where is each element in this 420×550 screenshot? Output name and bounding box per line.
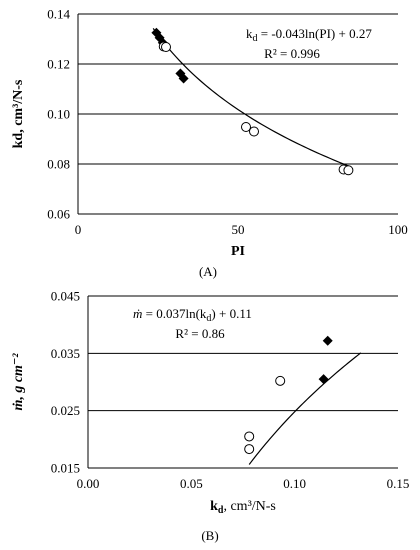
circle-marker <box>249 126 259 137</box>
trendline-a <box>152 28 351 168</box>
circle-marker <box>343 165 354 176</box>
data-points-b <box>244 335 333 455</box>
x-tick-label: 0.00 <box>77 476 100 491</box>
eq-a-rest: = -0.043ln(PI) + 0.27 <box>258 26 373 41</box>
y-tick-labels-b: 0.015 0.025 0.035 0.045 <box>51 289 80 476</box>
circle-marker <box>244 431 255 442</box>
eq-a-sub: d <box>253 33 258 44</box>
gridlines-b <box>88 295 398 412</box>
y-tick-label: 0.10 <box>47 107 70 122</box>
x-title-b-sub: d <box>218 505 224 516</box>
y-tick-label: 0.025 <box>51 403 80 418</box>
eq-b-rest: = 0.037ln(k <box>142 306 207 321</box>
trendline-b <box>248 352 362 465</box>
circle-marker <box>241 122 251 132</box>
svg-text:ṁ = 0.037ln(kd) + 0.11: ṁ = 0.037ln(kd) + 0.11 <box>133 306 252 324</box>
panel-label-b: (B) <box>201 528 218 543</box>
eq-b-sub: d <box>206 313 211 324</box>
y-tick-label: 0.035 <box>51 346 80 361</box>
y-tick-label: 0.045 <box>51 289 80 304</box>
circle-marker <box>161 42 171 52</box>
y-axis-title-b: ṁ, g cm⁻² <box>11 353 26 411</box>
eq-b-tail: ) + 0.11 <box>211 306 251 321</box>
eq-b-main: ṁ <box>133 306 142 321</box>
x-axis-title-b: kd, cm³/N-s <box>210 499 276 516</box>
r2-b: R² = 0.86 <box>175 326 225 341</box>
x-axis-title-a: PI <box>231 244 245 259</box>
y-tick-label: 0.14 <box>47 7 70 22</box>
r2-a: R² = 0.996 <box>264 46 320 61</box>
x-tick-label: 100 <box>388 222 408 237</box>
diamond-marker <box>318 374 329 385</box>
y-axis-title-a: kd, cm³/N-s <box>11 79 26 148</box>
x-tick-label: 50 <box>232 222 245 237</box>
eq-a-main: k <box>246 26 253 41</box>
panel-label-a: (A) <box>199 264 217 279</box>
x-tick-label: 0.05 <box>180 476 203 491</box>
x-title-b-main: k <box>210 499 218 514</box>
x-title-b-unit: , cm³/N-s <box>223 499 275 514</box>
chart-a: 0.06 0.08 0.10 0.12 0.14 0 50 100 PI kd, cm³/N… <box>11 7 408 280</box>
y-tick-label: 0.06 <box>47 207 70 222</box>
x-tick-labels-a: 0 50 100 <box>75 222 408 237</box>
y-tick-label: 0.08 <box>47 157 70 172</box>
x-tick-label: 0.15 <box>387 476 410 491</box>
diamond-marker <box>322 335 333 346</box>
y-tick-label: 0.015 <box>51 461 80 476</box>
x-tick-label: 0 <box>75 222 82 237</box>
svg-text:kd = -0.043ln(PI) + 0.27: kd = -0.043ln(PI) + 0.27 <box>246 26 372 44</box>
equation-annotation-b: ṁ = 0.037ln(kd) + 0.11 R² = 0.86 <box>133 306 252 341</box>
equation-annotation-a: kd = -0.043ln(PI) + 0.27 R² = 0.996 <box>246 26 372 61</box>
y-tick-labels-a: 0.06 0.08 0.10 0.12 0.14 <box>47 7 70 222</box>
y-tick-label: 0.12 <box>47 57 70 72</box>
diamond-marker <box>178 73 189 84</box>
x-tick-label: 0.10 <box>283 476 306 491</box>
circle-marker <box>244 444 255 455</box>
x-tick-labels-b: 0.00 0.05 0.10 0.15 <box>77 476 410 491</box>
data-points-a <box>151 27 354 176</box>
circle-marker <box>275 375 286 386</box>
